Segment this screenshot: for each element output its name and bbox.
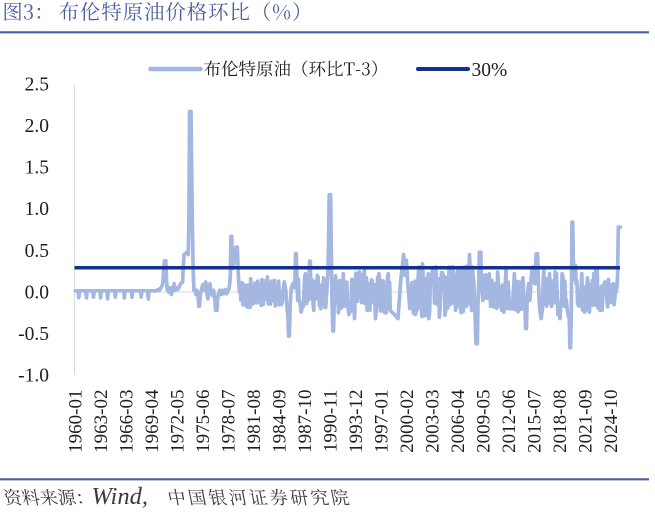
svg-text:2015-07: 2015-07 xyxy=(525,390,546,453)
svg-text:1978-07: 1978-07 xyxy=(219,390,240,453)
svg-text:1.0: 1.0 xyxy=(25,199,49,220)
svg-text:1975-06: 1975-06 xyxy=(193,390,214,453)
svg-text:1990-11: 1990-11 xyxy=(321,390,342,453)
svg-text:0.5: 0.5 xyxy=(25,241,49,262)
svg-text:2024-10: 2024-10 xyxy=(601,390,622,453)
svg-text:1987-10: 1987-10 xyxy=(295,390,316,453)
svg-text:2009-05: 2009-05 xyxy=(474,390,495,453)
svg-text:-1.0: -1.0 xyxy=(18,366,49,387)
svg-text:30%: 30% xyxy=(472,60,508,81)
svg-text:2021-09: 2021-09 xyxy=(576,390,597,453)
svg-text:1997-01: 1997-01 xyxy=(372,390,393,453)
svg-text:2000-02: 2000-02 xyxy=(397,390,418,453)
svg-text:2003-03: 2003-03 xyxy=(423,390,444,453)
svg-text:2012-06: 2012-06 xyxy=(499,390,520,453)
svg-text:1963-02: 1963-02 xyxy=(91,390,112,453)
svg-text:2.0: 2.0 xyxy=(25,116,49,137)
svg-text:1.5: 1.5 xyxy=(25,158,49,179)
svg-text:1993-12: 1993-12 xyxy=(346,390,367,453)
svg-text:2006-04: 2006-04 xyxy=(448,389,469,453)
svg-text:1981-08: 1981-08 xyxy=(244,390,265,453)
svg-text:1972-05: 1972-05 xyxy=(168,390,189,453)
svg-text:2.5: 2.5 xyxy=(25,75,49,96)
svg-text:1966-03: 1966-03 xyxy=(117,390,138,453)
svg-text:1969-04: 1969-04 xyxy=(142,389,163,453)
svg-text:0.0: 0.0 xyxy=(25,282,49,303)
svg-text:-0.5: -0.5 xyxy=(18,324,49,345)
svg-text:1960-01: 1960-01 xyxy=(66,390,87,453)
svg-text:Wind,: Wind, xyxy=(92,483,149,510)
svg-text:2018-08: 2018-08 xyxy=(550,390,571,453)
svg-text:1984-09: 1984-09 xyxy=(270,390,291,453)
